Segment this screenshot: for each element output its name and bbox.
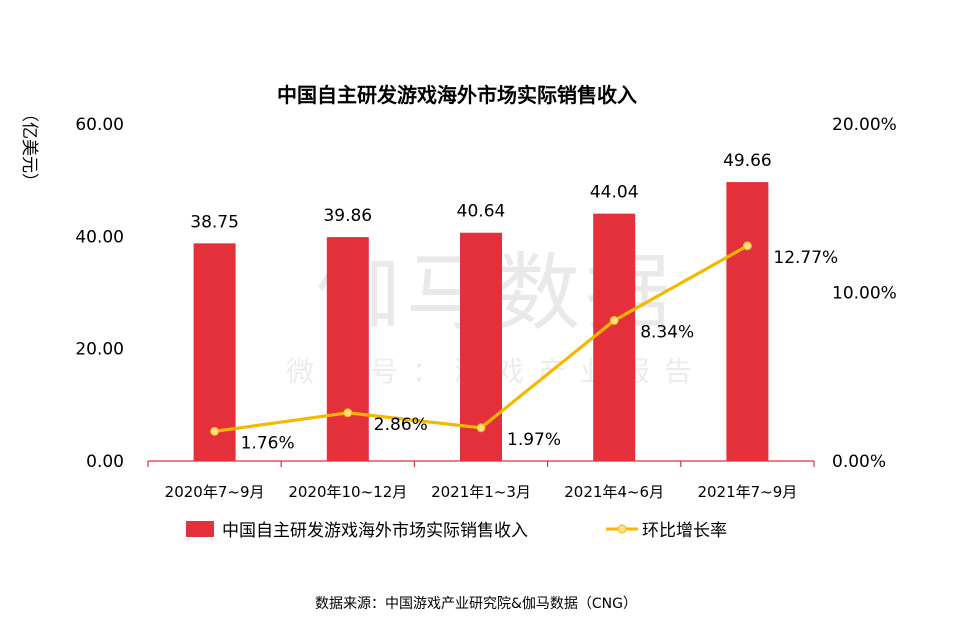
y2-tick-label: 20.00% — [832, 115, 897, 135]
y2-axis-ticks: 0.00% 10.00% 20.00% — [832, 115, 897, 472]
data-labels: 38.75 39.86 40.64 44.04 49.66 1.76% 2.86% 1.97%… — [190, 151, 838, 453]
x-axis-ticks: 2020年7~9月 2020年10~12月 2021年1~3月 2021年4~6月 20… — [165, 483, 798, 501]
line-point — [476, 423, 486, 433]
line-value-label: 8.34% — [640, 322, 694, 342]
line-value-label: 1.76% — [241, 433, 295, 453]
bar — [460, 232, 502, 461]
y-tick-label: 0.00 — [86, 452, 124, 472]
legend-bar-swatch — [186, 521, 214, 537]
line-series — [210, 241, 752, 436]
bar — [326, 237, 369, 461]
line-point — [343, 408, 353, 418]
x-tick-label: 2021年1~3月 — [431, 483, 531, 501]
y2-tick-label: 0.00% — [832, 452, 886, 472]
x-tick-label: 2020年7~9月 — [165, 483, 265, 501]
legend: 中国自主研发游戏海外市场实际销售收入 环比增长率 — [186, 521, 727, 541]
legend-line-marker — [617, 524, 627, 534]
bar — [593, 213, 636, 461]
line-point — [210, 426, 220, 436]
legend-bar-label: 中国自主研发游戏海外市场实际销售收入 — [222, 521, 528, 541]
line-value-label: 2.86% — [374, 415, 428, 435]
bar-value-label: 49.66 — [723, 151, 772, 171]
bar — [193, 243, 236, 461]
bar-value-label: 40.64 — [457, 202, 506, 222]
x-axis — [147, 460, 815, 467]
chart-title: 中国自主研发游戏海外市场实际销售收入 — [277, 83, 637, 107]
bar-value-label: 38.75 — [190, 212, 239, 232]
x-tick-label: 2020年10~12月 — [288, 483, 407, 501]
line-value-label: 12.77% — [773, 248, 838, 268]
y-tick-label: 60.00 — [75, 115, 124, 135]
y-axis-label: （亿美元） — [19, 105, 39, 190]
y-axis-ticks: 0.00 20.00 40.00 60.00 — [75, 115, 124, 472]
line-value-label: 1.97% — [507, 430, 561, 450]
bar-series — [193, 182, 769, 461]
line-point — [609, 315, 619, 325]
legend-line-label: 环比增长率 — [642, 521, 727, 541]
x-tick-label: 2021年4~6月 — [564, 483, 664, 501]
y-tick-label: 40.00 — [75, 227, 124, 247]
x-tick-label: 2021年7~9月 — [697, 483, 797, 501]
source-note: 数据来源：中国游戏产业研究院&伽马数据（CNG） — [315, 596, 637, 612]
line-point — [742, 241, 752, 251]
bar-value-label: 44.04 — [590, 183, 639, 203]
y2-tick-label: 10.00% — [832, 284, 897, 304]
bar — [726, 182, 769, 461]
bar-value-label: 39.86 — [323, 206, 372, 226]
y-tick-label: 20.00 — [75, 340, 124, 360]
